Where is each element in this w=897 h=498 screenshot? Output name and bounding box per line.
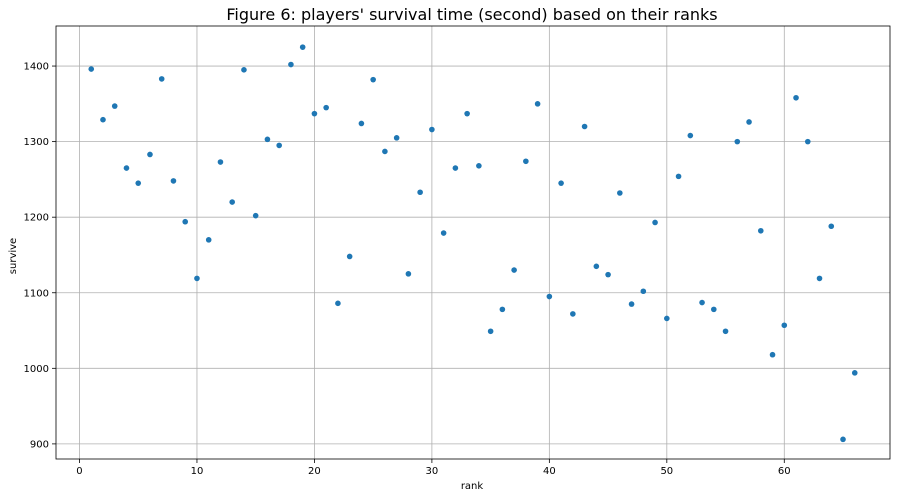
data-point [241, 67, 247, 73]
data-point [264, 136, 271, 143]
data-point [158, 76, 165, 82]
y-tick-label: 1100 [24, 288, 49, 299]
data-point [722, 328, 729, 335]
data-point [746, 119, 752, 125]
data-point [757, 227, 764, 234]
x-tick-label: 60 [778, 466, 791, 477]
data-point [299, 44, 306, 50]
data-point [252, 212, 259, 219]
data-point [370, 76, 376, 83]
data-point [476, 162, 482, 169]
data-point [135, 180, 142, 186]
data-point [288, 61, 294, 68]
data-point [840, 436, 846, 443]
data-point [593, 263, 600, 270]
data-points [88, 44, 858, 443]
x-axis-ticks: 0 10 20 30 40 50 60 [76, 459, 791, 477]
x-tick-label: 40 [543, 466, 556, 477]
data-point [804, 138, 811, 145]
data-point [816, 275, 823, 282]
data-point [111, 103, 118, 109]
data-point [405, 271, 412, 277]
data-point [123, 165, 130, 171]
data-point [558, 180, 564, 186]
data-point [828, 223, 835, 230]
data-point [382, 148, 388, 155]
x-tick-label: 10 [191, 466, 204, 477]
data-point [323, 104, 329, 111]
data-point [276, 142, 282, 149]
data-point [652, 219, 658, 226]
data-point [487, 328, 494, 335]
data-point [147, 151, 153, 158]
data-point [452, 165, 459, 171]
y-tick-label: 1300 [24, 137, 49, 148]
data-point [464, 110, 470, 117]
x-tick-label: 50 [660, 466, 673, 477]
data-point [851, 370, 858, 376]
data-point [499, 306, 506, 313]
data-point [229, 199, 235, 205]
data-point [581, 123, 588, 130]
y-axis-label: survive [8, 238, 19, 274]
plot-frame [55, 25, 891, 460]
x-tick-label: 0 [76, 466, 82, 477]
data-point [734, 138, 741, 145]
data-point [311, 110, 318, 117]
data-point [523, 158, 529, 165]
data-point [699, 299, 705, 306]
data-point [675, 173, 682, 180]
data-point [769, 351, 776, 358]
x-tick-label: 20 [308, 466, 321, 477]
x-tick-label: 30 [426, 466, 439, 477]
data-point [664, 315, 670, 322]
data-point [440, 230, 447, 236]
data-point [358, 120, 365, 127]
data-point [100, 116, 106, 123]
data-point [640, 288, 647, 295]
data-point [217, 159, 224, 165]
x-axis-label: rank [461, 481, 484, 492]
data-point [170, 178, 177, 184]
data-point [570, 311, 576, 317]
data-point [511, 267, 517, 273]
data-point [182, 218, 189, 225]
data-point [711, 306, 717, 313]
data-point [793, 94, 799, 101]
data-point [194, 275, 200, 282]
y-tick-label: 1400 [24, 62, 49, 73]
data-point [393, 135, 400, 141]
data-point [205, 237, 212, 243]
data-point [687, 132, 694, 139]
data-point [88, 66, 95, 72]
y-tick-label: 1200 [24, 213, 49, 224]
grid-lines [56, 26, 890, 459]
data-point [346, 253, 353, 260]
data-point [534, 101, 541, 107]
data-point [429, 126, 435, 133]
data-point [335, 300, 341, 307]
data-point [628, 301, 635, 307]
y-tick-label: 1000 [24, 364, 49, 375]
data-point [781, 322, 788, 329]
data-point [546, 293, 553, 300]
data-point [417, 189, 423, 196]
chart-title: Figure 6: players' survival time (second… [226, 5, 717, 24]
data-point [605, 271, 611, 278]
data-point [617, 190, 623, 196]
y-tick-label: 900 [30, 439, 49, 450]
y-axis-ticks: 900 1000 1100 1200 1300 1400 [24, 62, 56, 450]
